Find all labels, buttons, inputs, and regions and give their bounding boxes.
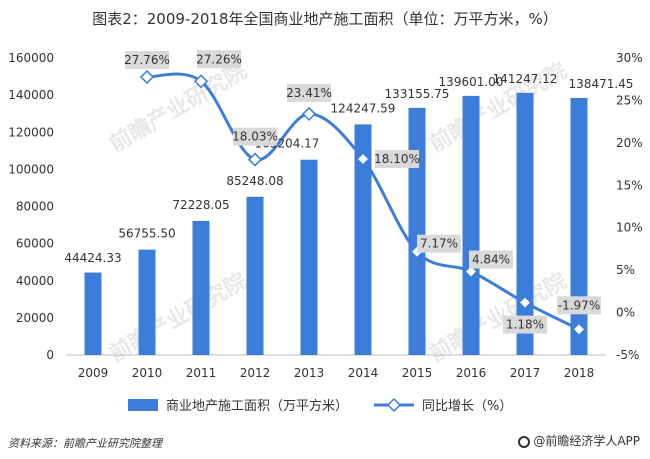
y-right-tick-label: 25% xyxy=(616,93,643,107)
x-tick-label: 2014 xyxy=(348,366,379,380)
y-right-tick-label: 15% xyxy=(616,178,643,192)
legend-line-marker xyxy=(386,397,402,413)
y-left-tick-label: 20000 xyxy=(16,311,54,325)
line-value-label: 27.76% xyxy=(124,53,170,67)
x-tick-label: 2013 xyxy=(294,366,325,380)
line-value-label: 7.17% xyxy=(420,237,458,251)
bar-value-label: 124247.59 xyxy=(331,101,396,115)
y-left-tick-label: 120000 xyxy=(8,125,54,139)
line-label-box xyxy=(469,250,513,269)
bar xyxy=(84,272,102,355)
line-point xyxy=(193,74,209,89)
bar-value-label: 133155.75 xyxy=(385,87,450,101)
y-left-tick-label: 60000 xyxy=(16,237,54,251)
line-label-box xyxy=(417,234,461,253)
y-right-tick-label: -5% xyxy=(616,348,639,362)
bar xyxy=(138,249,156,355)
bar xyxy=(462,95,480,355)
y-right-tick-label: 30% xyxy=(616,51,643,65)
line-label-box xyxy=(197,50,241,69)
x-tick-label: 2010 xyxy=(132,366,163,380)
line-label-box xyxy=(503,315,547,334)
legend-line-label: 同比增长（%） xyxy=(422,399,512,414)
y-right-tick-label: 5% xyxy=(616,263,635,277)
bar-value-label: 56755.50 xyxy=(118,227,175,241)
x-tick-label: 2009 xyxy=(78,366,109,380)
y-right-tick-label: 10% xyxy=(616,221,643,235)
y-left-tick-label: 80000 xyxy=(16,200,54,214)
line-value-label: -1.97% xyxy=(558,298,600,312)
bar-value-label: 141247.12 xyxy=(493,72,558,86)
y-right-tick-label: 20% xyxy=(616,136,643,150)
bar-value-label: 72228.05 xyxy=(172,198,229,212)
brand-text: @前瞻经济学人APP xyxy=(533,434,640,448)
line-value-label: 18.03% xyxy=(232,130,278,144)
line-point xyxy=(301,106,317,121)
x-tick-label: 2011 xyxy=(186,366,217,380)
y-left-tick-label: 140000 xyxy=(8,88,54,102)
y-left-tick-label: 100000 xyxy=(8,162,54,176)
y-left-tick-label: 40000 xyxy=(16,274,54,288)
bar-value-label: 139601.00 xyxy=(439,75,504,89)
line-label-box xyxy=(287,83,331,102)
x-tick-label: 2016 xyxy=(456,366,487,380)
line-point xyxy=(463,264,479,279)
y-right-tick-label: 0% xyxy=(616,306,635,320)
line-point xyxy=(571,322,587,337)
bar xyxy=(516,92,534,356)
line-point xyxy=(247,152,263,167)
bar xyxy=(408,107,426,355)
bar-value-label: 138471.45 xyxy=(569,77,634,91)
line-label-box xyxy=(233,127,277,146)
line-value-label: 27.26% xyxy=(196,52,242,66)
bar xyxy=(246,196,264,355)
line-point xyxy=(517,295,533,310)
line-value-label: 23.41% xyxy=(286,86,332,100)
line-value-label: 4.84% xyxy=(472,253,510,267)
bar xyxy=(300,159,318,355)
legend-bar-label: 商业地产施工面积（万平方米） xyxy=(166,398,348,414)
source-note: 资料来源：前瞻产业研究院整理 xyxy=(8,437,162,450)
line-label-box xyxy=(375,149,419,168)
line-label-box xyxy=(125,51,169,70)
legend-bar-swatch xyxy=(128,399,158,411)
line-value-label: 1.18% xyxy=(506,318,544,332)
bar xyxy=(354,124,372,355)
chart-title: 图表2：2009-2018年全国商业地产施工面积（单位：万平方米，%） xyxy=(92,10,558,28)
bar-value-label: 44424.33 xyxy=(64,251,121,265)
x-tick-label: 2017 xyxy=(510,366,541,380)
bar-value-label: 85248.08 xyxy=(226,174,283,188)
line-label-box xyxy=(557,296,601,315)
line-point xyxy=(355,151,371,167)
bar xyxy=(192,220,210,355)
x-tick-label: 2012 xyxy=(240,366,271,380)
bar xyxy=(570,97,588,355)
x-tick-label: 2018 xyxy=(564,366,595,380)
x-tick-label: 2015 xyxy=(402,366,433,380)
brand-logo-icon xyxy=(518,436,531,448)
y-left-tick-label: 0 xyxy=(46,348,54,362)
line-point xyxy=(139,69,155,85)
y-left-tick-label: 160000 xyxy=(8,51,54,65)
brand-credit: @前瞻经济学人APP xyxy=(518,432,640,449)
line-value-label: 18.10% xyxy=(374,152,420,166)
